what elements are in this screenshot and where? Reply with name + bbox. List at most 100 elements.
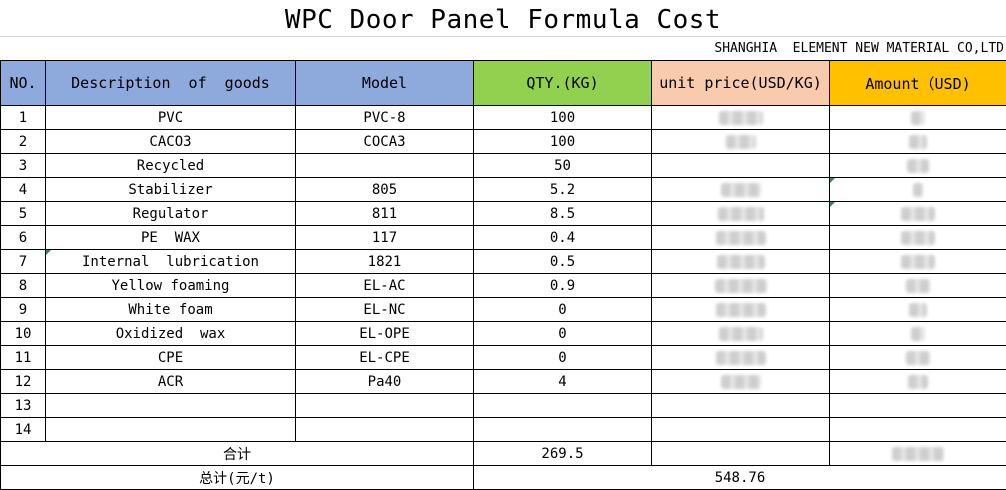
row-qty-cell[interactable]: 4 <box>474 370 652 394</box>
row-model-cell[interactable]: 811 <box>296 202 474 226</box>
row-qty-cell[interactable]: 0 <box>474 346 652 370</box>
header-no[interactable]: NO. <box>1 61 46 106</box>
cell-comment-marker <box>830 178 835 183</box>
row-model-cell[interactable] <box>296 394 474 418</box>
row-model-cell[interactable]: 805 <box>296 178 474 202</box>
row-no-cell[interactable]: 9 <box>1 298 46 322</box>
row-amount-cell[interactable] <box>830 250 1006 274</box>
row-no-cell[interactable]: 4 <box>1 178 46 202</box>
row-unit-price-cell[interactable] <box>652 418 830 442</box>
total-value[interactable]: 548.76 <box>474 466 1006 490</box>
row-qty-cell[interactable]: 5.2 <box>474 178 652 202</box>
row-amount-cell[interactable] <box>830 394 1006 418</box>
row-qty-cell[interactable] <box>474 394 652 418</box>
total-label[interactable]: 总计(元/t) <box>1 466 474 490</box>
row-model-cell[interactable]: COCA3 <box>296 130 474 154</box>
row-qty-cell[interactable]: 100 <box>474 106 652 130</box>
row-model-cell[interactable]: EL-AC <box>296 274 474 298</box>
row-unit-price-cell[interactable] <box>652 178 830 202</box>
row-no-cell[interactable]: 6 <box>1 226 46 250</box>
row-no-cell[interactable]: 14 <box>1 418 46 442</box>
row-unit-price-cell[interactable] <box>652 130 830 154</box>
row-description-cell[interactable]: Yellow foaming <box>46 274 296 298</box>
row-description-cell[interactable]: CPE <box>46 346 296 370</box>
table-row: 14 <box>1 418 1006 442</box>
sum-label[interactable]: 合计 <box>1 442 474 466</box>
row-qty-cell[interactable]: 50 <box>474 154 652 178</box>
row-unit-price-cell[interactable] <box>652 274 830 298</box>
sum-price-cell[interactable] <box>652 442 830 466</box>
row-model-cell[interactable]: PVC-8 <box>296 106 474 130</box>
row-no-cell[interactable]: 11 <box>1 346 46 370</box>
row-amount-cell[interactable] <box>830 154 1006 178</box>
row-unit-price-cell[interactable] <box>652 202 830 226</box>
row-model-cell[interactable]: EL-NC <box>296 298 474 322</box>
row-unit-price-cell[interactable] <box>652 226 830 250</box>
row-description-cell[interactable]: Internal lubrication <box>46 250 296 274</box>
row-description-cell[interactable]: PE WAX <box>46 226 296 250</box>
row-qty-cell[interactable] <box>474 418 652 442</box>
row-model-cell[interactable]: EL-CPE <box>296 346 474 370</box>
row-qty-cell[interactable]: 100 <box>474 130 652 154</box>
row-unit-price-cell[interactable] <box>652 106 830 130</box>
row-no-cell[interactable]: 8 <box>1 274 46 298</box>
row-description-cell[interactable]: ACR <box>46 370 296 394</box>
row-qty-cell[interactable]: 8.5 <box>474 202 652 226</box>
row-amount-cell[interactable] <box>830 418 1006 442</box>
row-amount-cell[interactable] <box>830 346 1006 370</box>
header-qty[interactable]: QTY.(KG) <box>474 61 652 106</box>
row-amount-cell[interactable] <box>830 202 1006 226</box>
row-unit-price-cell[interactable] <box>652 394 830 418</box>
row-qty-cell[interactable]: 0.4 <box>474 226 652 250</box>
redacted-value <box>908 375 928 389</box>
header-model[interactable]: Model <box>296 61 474 106</box>
row-unit-price-cell[interactable] <box>652 154 830 178</box>
row-no-cell[interactable]: 7 <box>1 250 46 274</box>
row-model-cell[interactable]: EL-OPE <box>296 322 474 346</box>
row-no-cell[interactable]: 13 <box>1 394 46 418</box>
row-qty-cell[interactable]: 0 <box>474 322 652 346</box>
row-model-cell[interactable] <box>296 418 474 442</box>
row-amount-cell[interactable] <box>830 226 1006 250</box>
row-unit-price-cell[interactable] <box>652 322 830 346</box>
row-description-cell[interactable]: Stabilizer <box>46 178 296 202</box>
row-description-cell[interactable]: Regulator <box>46 202 296 226</box>
row-qty-cell[interactable]: 0.9 <box>474 274 652 298</box>
row-amount-cell[interactable] <box>830 298 1006 322</box>
sum-amount-cell[interactable] <box>830 442 1006 466</box>
row-description-cell[interactable]: PVC <box>46 106 296 130</box>
header-amount[interactable]: Amount（USD) <box>830 61 1006 106</box>
row-no-cell[interactable]: 12 <box>1 370 46 394</box>
row-unit-price-cell[interactable] <box>652 298 830 322</box>
row-no-cell[interactable]: 2 <box>1 130 46 154</box>
sum-qty[interactable]: 269.5 <box>474 442 652 466</box>
row-description-cell[interactable] <box>46 394 296 418</box>
row-model-cell[interactable]: 1821 <box>296 250 474 274</box>
row-description-cell[interactable]: White foam <box>46 298 296 322</box>
row-amount-cell[interactable] <box>830 130 1006 154</box>
row-description-cell[interactable]: CACO3 <box>46 130 296 154</box>
row-unit-price-cell[interactable] <box>652 370 830 394</box>
row-amount-cell[interactable] <box>830 322 1006 346</box>
row-qty-cell[interactable]: 0 <box>474 298 652 322</box>
row-model-cell[interactable]: 117 <box>296 226 474 250</box>
row-amount-cell[interactable] <box>830 178 1006 202</box>
row-amount-cell[interactable] <box>830 370 1006 394</box>
row-qty-cell[interactable]: 0.5 <box>474 250 652 274</box>
row-description-cell[interactable]: Recycled <box>46 154 296 178</box>
row-no-cell[interactable]: 3 <box>1 154 46 178</box>
row-amount-cell[interactable] <box>830 274 1006 298</box>
row-amount-cell[interactable] <box>830 106 1006 130</box>
redacted-value <box>718 207 764 221</box>
row-description-cell[interactable] <box>46 418 296 442</box>
row-model-cell[interactable]: Pa40 <box>296 370 474 394</box>
row-no-cell[interactable]: 10 <box>1 322 46 346</box>
row-no-cell[interactable]: 5 <box>1 202 46 226</box>
row-unit-price-cell[interactable] <box>652 250 830 274</box>
row-unit-price-cell[interactable] <box>652 346 830 370</box>
row-model-cell[interactable] <box>296 154 474 178</box>
header-unit-price[interactable]: unit price(USD/KG) <box>652 61 830 106</box>
header-description[interactable]: Description of goods <box>46 61 296 106</box>
row-description-cell[interactable]: Oxidized wax <box>46 322 296 346</box>
row-no-cell[interactable]: 1 <box>1 106 46 130</box>
